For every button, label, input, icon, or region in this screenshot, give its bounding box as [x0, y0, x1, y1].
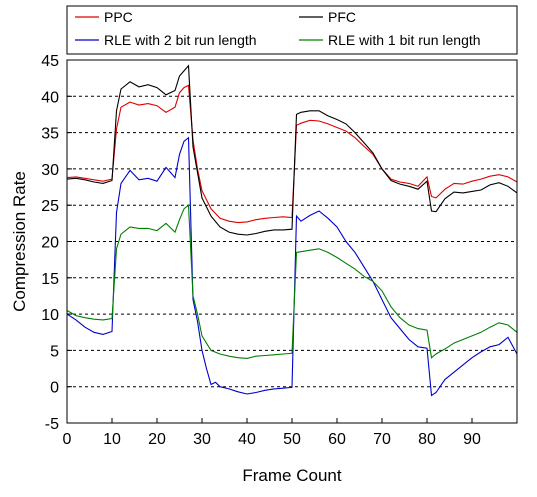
x-tick-label: 10 — [103, 431, 121, 448]
legend-entry-3: RLE with 1 bit run length — [328, 32, 481, 48]
series-line-0 — [66, 84, 518, 224]
series-line-1 — [66, 64, 518, 236]
legend-entry-0: PPC — [104, 9, 133, 25]
y-tick-label: 0 — [50, 380, 59, 397]
y-tick-label: 40 — [41, 89, 59, 106]
y-tick-label: 30 — [41, 162, 59, 179]
y-tick-label: 35 — [41, 126, 59, 143]
x-tick-label: 60 — [328, 431, 346, 448]
legend-entry-2: RLE with 2 bit run length — [104, 32, 257, 48]
series-line-3 — [66, 204, 518, 359]
x-axis-label: Frame Count — [242, 466, 341, 485]
x-tick-label: 40 — [238, 431, 256, 448]
y-tick-label: -5 — [45, 416, 59, 433]
legend-box — [66, 5, 518, 55]
x-tick-label: 0 — [63, 431, 72, 448]
grid-lines — [67, 95, 517, 388]
y-tick-label: 10 — [41, 307, 59, 324]
series-layer — [66, 64, 518, 397]
x-tick-label: 20 — [148, 431, 166, 448]
legend: PPC PFC RLE with 2 bit run length RLE with … — [66, 5, 518, 55]
x-tick-label: 50 — [283, 431, 301, 448]
legend-entry-1: PFC — [328, 9, 356, 25]
y-tick-label: 15 — [41, 271, 59, 288]
x-tick-label: 80 — [418, 431, 436, 448]
x-tick-label: 70 — [373, 431, 391, 448]
y-tick-label: 25 — [41, 198, 59, 215]
y-tick-label: 45 — [41, 53, 59, 70]
y-axis-label: Compression Rate — [10, 171, 29, 312]
y-tick-label: 20 — [41, 235, 59, 252]
x-tick-label: 90 — [463, 431, 481, 448]
x-tick-label: 30 — [193, 431, 211, 448]
y-tick-label: 5 — [50, 343, 59, 360]
series-line-2 — [66, 136, 518, 397]
